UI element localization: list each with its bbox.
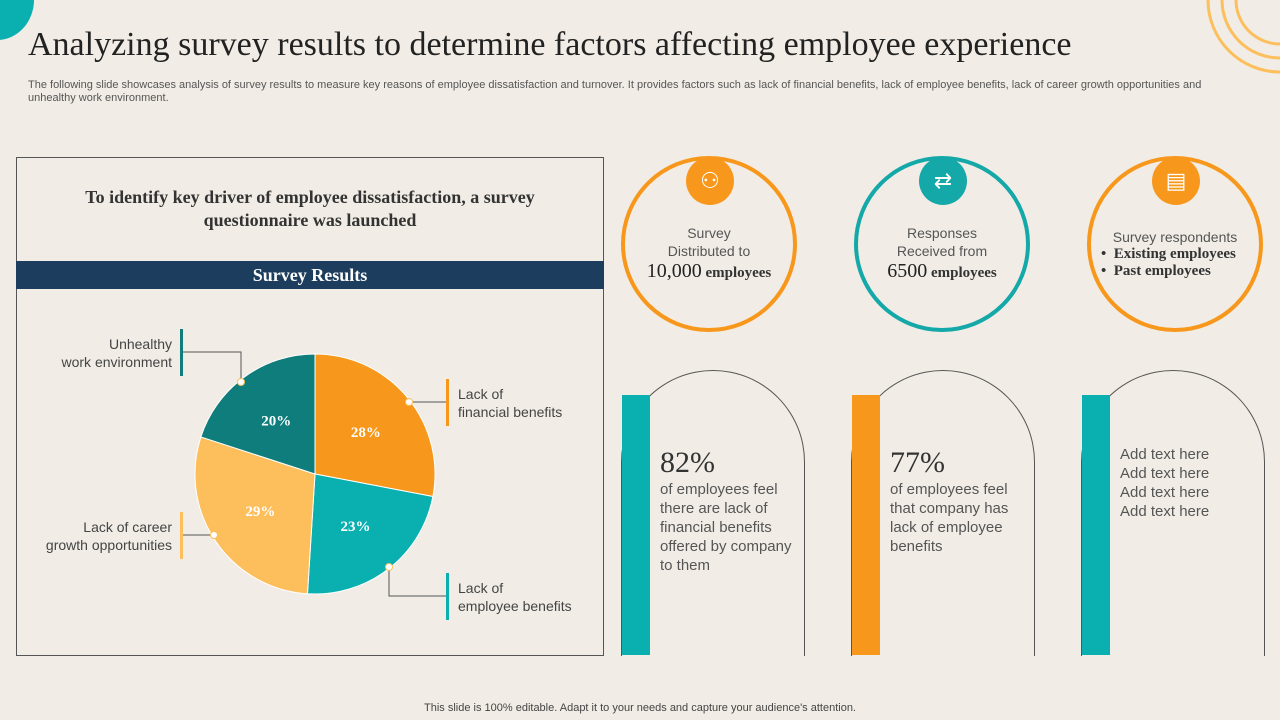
placeholder-text: Add text here	[1120, 465, 1210, 482]
pie-data-label: 28%	[351, 425, 381, 441]
bullet-item: • Existing employees	[1101, 246, 1236, 262]
arch-percent: 82%	[660, 446, 715, 479]
accent-stripe	[1082, 395, 1110, 655]
page-title: Analyzing survey results to determine fa…	[28, 26, 1072, 63]
callout-line: Unhealthy	[108, 336, 172, 352]
pie-slice-0	[314, 353, 436, 498]
arch-text: of employees feel that company has lack …	[890, 481, 1009, 555]
arch-text: of employees feel there are lack of fina…	[660, 481, 792, 574]
leader-line	[388, 567, 447, 597]
survey-results-bar: Survey Results	[16, 261, 604, 289]
clipboard-person-icon: ▤	[1152, 157, 1200, 205]
pie-chart: 28% 23% 29% 20%	[183, 351, 447, 597]
callout-line: Lack of career	[83, 519, 172, 535]
callout-line: growth opportunities	[45, 537, 172, 553]
survey-panel	[16, 157, 604, 656]
footer-note: This slide is 100% editable. Adapt it to…	[424, 702, 856, 714]
stat-unit: employees	[927, 265, 997, 281]
bullet-text: Past employees	[1113, 263, 1211, 279]
leader-dot	[385, 563, 393, 571]
pie-data-label: 29%	[245, 504, 275, 520]
callout-unhealthy: Unhealthy work environment	[40, 335, 173, 371]
page-subtitle: The following slide showcases analysis o…	[28, 79, 1202, 104]
callout-employee: Lack of employee benefits	[458, 579, 572, 615]
arch-percent: 77%	[890, 446, 945, 479]
callout-marker	[446, 379, 449, 426]
placeholder-text: Add text here	[1120, 484, 1210, 501]
leader-dot	[237, 378, 245, 386]
stat-line: Received from	[896, 243, 988, 259]
callout-line: financial benefits	[458, 404, 563, 420]
arch-card-placeholder	[1081, 370, 1265, 656]
stat-line: Survey respondents	[1112, 229, 1238, 245]
callout-line: employee benefits	[458, 598, 572, 614]
pie-data-label: 20%	[261, 414, 291, 430]
leader-dot	[210, 531, 218, 539]
callout-marker	[180, 512, 183, 559]
bullet-item: • Past employees	[1101, 263, 1211, 279]
panel-heading: To identify key driver of employee dissa…	[85, 187, 535, 230]
arch-card-benefits	[851, 370, 1035, 656]
stat-number: 6500	[887, 260, 928, 282]
arch-card-financial	[621, 370, 805, 656]
stat-unit: employees	[701, 265, 772, 281]
pie-slice-2	[194, 436, 316, 595]
callout-line: Lack of	[458, 580, 504, 596]
callout-line: work environment	[61, 354, 173, 370]
chat-exchange-icon: ⇄	[919, 157, 967, 205]
accent-stripe	[622, 395, 650, 655]
stat-line: Responses	[906, 225, 978, 241]
bullet-text: Existing employees	[1113, 246, 1236, 262]
callout-financial: Lack of financial benefits	[458, 385, 562, 421]
callout-career: Lack of career growth opportunities	[30, 518, 172, 554]
placeholder-text: Add text here	[1120, 446, 1210, 463]
callout-marker	[180, 329, 183, 376]
stat-line: Distributed to	[667, 243, 751, 259]
callout-marker	[446, 573, 449, 620]
placeholder-text: Add text here	[1120, 503, 1210, 520]
pie-data-label: 23%	[340, 519, 370, 535]
pie-slice-3	[200, 353, 316, 475]
leader-line	[183, 351, 242, 382]
decor-rings	[1206, 0, 1280, 74]
stat-line: Survey	[687, 225, 731, 241]
accent-stripe	[852, 395, 880, 655]
stat-number: 10,000	[646, 260, 702, 282]
network-people-icon: ⚇	[686, 157, 734, 205]
leader-dot	[405, 398, 413, 406]
callout-line: Lack of	[458, 386, 504, 402]
